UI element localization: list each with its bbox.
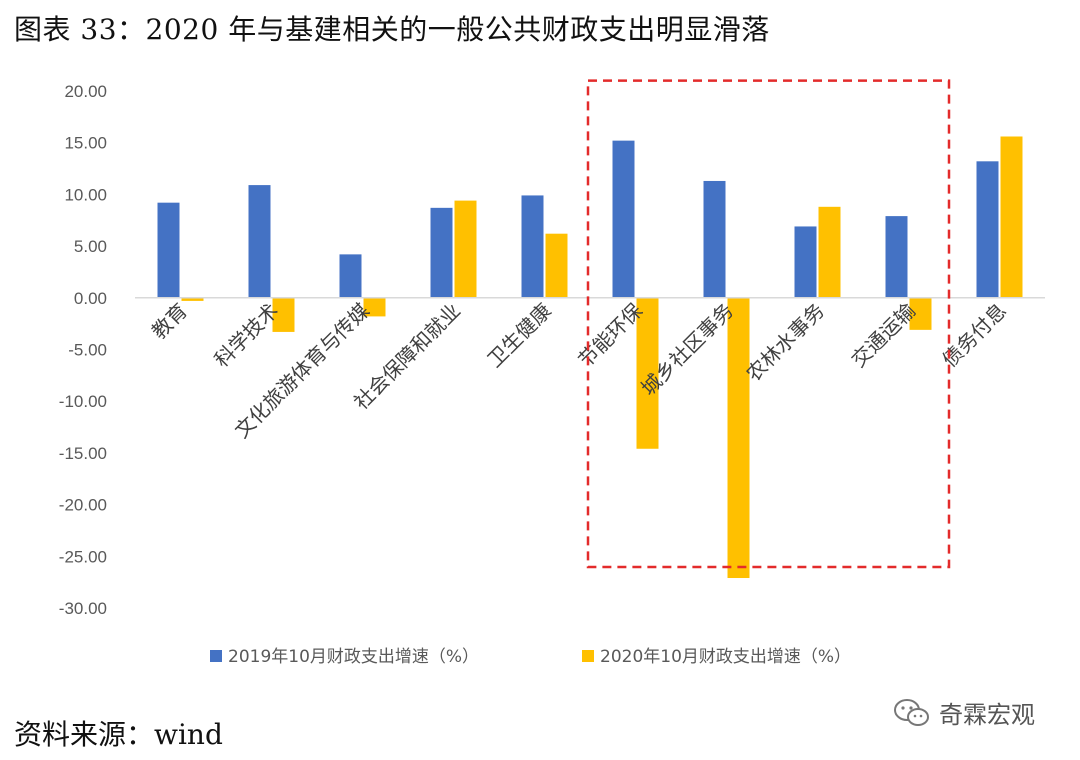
- y-tick-label: -20.00: [59, 496, 107, 515]
- bar-2020-0: [181, 297, 204, 301]
- bar-2020-1: [272, 297, 295, 332]
- y-tick-label: -15.00: [59, 444, 107, 463]
- bar-2020-9: [1000, 136, 1023, 298]
- y-tick-label: -10.00: [59, 392, 107, 411]
- category-label: 卫生健康: [482, 298, 556, 372]
- bar-2020-6: [727, 297, 750, 579]
- bar-2020-8: [909, 297, 932, 330]
- y-axis: 20.00 15.00 10.00 5.00 0.00 -5.00 -10.00 -15.00…: [59, 82, 107, 618]
- y-tick-label: -30.00: [59, 599, 107, 618]
- legend-swatch-2019: [210, 650, 222, 662]
- bar-2020-2: [363, 297, 386, 317]
- category-label: 科学技术: [209, 298, 283, 372]
- bar-2019-7: [794, 226, 817, 298]
- y-tick-label: 15.00: [64, 134, 107, 153]
- legend: 2019年10月财政支出增速（%） 2020年10月财政支出增速（%）: [210, 647, 851, 667]
- legend-swatch-2020: [582, 650, 594, 662]
- bar-2019-4: [521, 195, 544, 298]
- watermark: 奇霖宏观: [893, 695, 1035, 730]
- bars: [157, 136, 1023, 579]
- highlight-box: [586, 79, 951, 569]
- bar-chart: 20.00 15.00 10.00 5.00 0.00 -5.00 -10.00 -15.00…: [59, 79, 1045, 667]
- category-label: 教育: [147, 298, 192, 343]
- bar-2019-3: [430, 207, 453, 298]
- bar-2020-7: [818, 206, 841, 298]
- figure-title: 图表 33：2020 年与基建相关的一般公共财政支出明显滑落: [14, 13, 770, 46]
- category-label: 节能环保: [573, 298, 647, 372]
- wechat-icon: [894, 698, 929, 726]
- y-tick-label: 10.00: [64, 185, 107, 204]
- category-label: 交通运输: [846, 298, 920, 372]
- legend-label: 2019年10月财政支出增速（%）: [228, 647, 479, 667]
- bar-2019-1: [248, 185, 271, 298]
- y-tick-label: -25.00: [59, 547, 107, 566]
- bar-2019-9: [976, 161, 999, 298]
- bar-2019-2: [339, 254, 362, 298]
- legend-label: 2020年10月财政支出增速（%）: [600, 647, 851, 667]
- bar-2019-8: [885, 216, 908, 298]
- bar-2020-3: [454, 200, 477, 298]
- y-tick-label: 20.00: [64, 82, 107, 101]
- y-tick-label: -5.00: [68, 341, 107, 360]
- y-tick-label: 0.00: [74, 289, 107, 308]
- source-note: 资料来源：wind: [14, 718, 223, 751]
- y-tick-label: 5.00: [74, 237, 107, 256]
- bar-2020-5: [636, 297, 659, 449]
- bar-2019-6: [703, 180, 726, 298]
- category-label: 农林水事务: [741, 298, 829, 386]
- bar-2019-5: [612, 140, 635, 298]
- bar-2020-4: [545, 233, 568, 298]
- watermark-text: 奇霖宏观: [939, 701, 1035, 729]
- bar-2019-0: [157, 202, 180, 298]
